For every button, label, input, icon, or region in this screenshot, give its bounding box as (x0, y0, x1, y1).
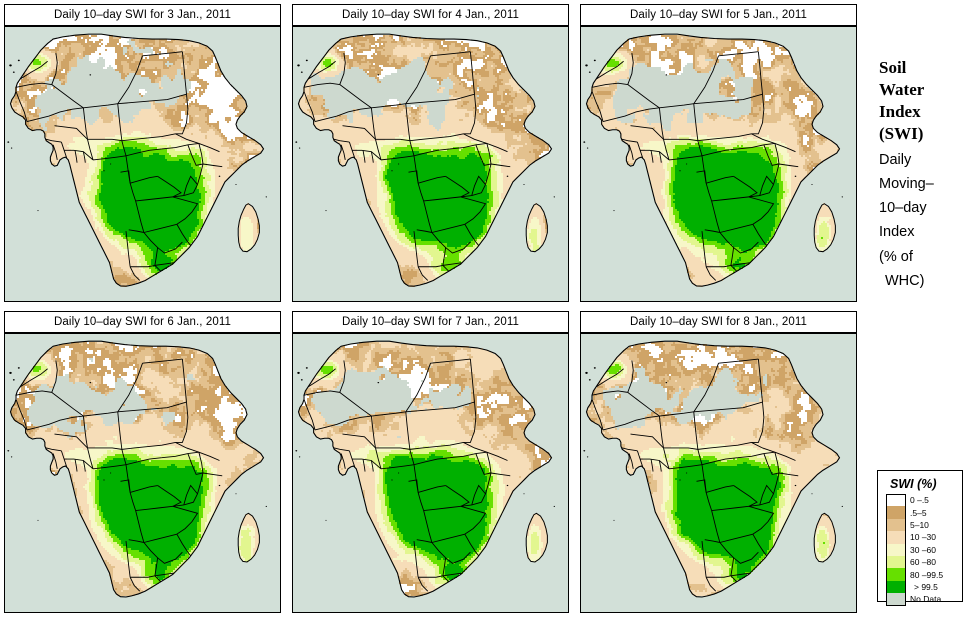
small-islands (583, 367, 843, 521)
panel-title-2: Daily 10–day SWI for 4 Jan., 2011 (292, 4, 569, 26)
legend-swatch (886, 543, 906, 556)
map-panel-2: Daily 10–day SWI for 4 Jan., 2011 (292, 4, 569, 302)
figure-subtitle: Daily Moving– 10–day Index (879, 148, 934, 244)
panel-title-1: Daily 10–day SWI for 3 Jan., 2011 (4, 4, 281, 26)
country-borders (303, 358, 511, 592)
legend-title: SWI (%) (890, 477, 937, 491)
legend-label: 30 –60 (910, 544, 936, 555)
map-canvas-5[interactable] (292, 333, 569, 613)
figure-title: Soil Water Index (SWI) (879, 57, 924, 145)
figure-title-line-2: Water (879, 80, 925, 99)
legend-swatch (886, 580, 906, 594)
figure-title-line-4: (SWI) (879, 124, 924, 143)
africa-map (581, 334, 856, 612)
map-canvas-3[interactable] (580, 26, 857, 302)
units-line-2: WHC) (885, 273, 925, 289)
legend-swatch (886, 568, 906, 581)
africa-coastline (585, 33, 841, 287)
map-panel-5: Daily 10–day SWI for 7 Jan., 2011 (292, 311, 569, 613)
figure-units: (% of WHC) (879, 245, 924, 293)
madagascar-coastline (525, 512, 548, 563)
small-islands (295, 367, 555, 521)
subtitle-line-3: 10–day (879, 200, 927, 216)
legend-row: 60 –80 (886, 555, 956, 569)
panel-title-3: Daily 10–day SWI for 5 Jan., 2011 (580, 4, 857, 26)
legend-label: No Data (910, 594, 942, 605)
panel-title-5: Daily 10–day SWI for 7 Jan., 2011 (292, 311, 569, 333)
legend-row: .5–5 (886, 506, 956, 519)
map-panel-6: Daily 10–day SWI for 8 Jan., 2011 (580, 311, 857, 613)
legend-swatch (886, 518, 906, 532)
swi-raster (11, 35, 263, 287)
legend-row: 30 –60 (886, 543, 956, 556)
africa-map (293, 27, 568, 301)
madagascar-coastline (813, 203, 836, 253)
legend-label: 10 –30 (910, 532, 936, 543)
country-borders (591, 51, 799, 281)
legend-label: > 99.5 (914, 581, 938, 592)
map-canvas-6[interactable] (580, 333, 857, 613)
map-canvas-4[interactable] (4, 333, 281, 613)
legend-swatch (886, 531, 906, 544)
legend-swatch (886, 555, 906, 569)
legend-label: 60 –80 (910, 557, 936, 568)
legend-label: 5–10 (910, 519, 929, 530)
legend-box: SWI (%) 0 –.5.5–5 5–10 10 –30 30 –60 60 –80 8… (877, 470, 963, 606)
legend-label: .5–5 (910, 507, 927, 518)
africa-map (5, 334, 280, 612)
panel-title-6: Daily 10–day SWI for 8 Jan., 2011 (580, 311, 857, 333)
legend-row: 10 –30 (886, 531, 956, 544)
legend-swatch (886, 494, 906, 507)
africa-coastline (297, 340, 553, 598)
subtitle-line-2: Moving– (879, 176, 934, 192)
africa-map (5, 27, 280, 301)
africa-coastline (585, 340, 841, 598)
legend-row: > 99.5 (886, 580, 956, 594)
madagascar-coastline (813, 512, 836, 563)
legend-row: 80 –99.5 (886, 568, 956, 581)
figure-title-line-3: Index (879, 102, 921, 121)
legend-swatch (886, 506, 906, 519)
legend-row: 5–10 (886, 518, 956, 532)
map-panel-4: Daily 10–day SWI for 6 Jan., 2011 (4, 311, 281, 613)
small-islands (7, 59, 267, 212)
subtitle-line-4: Index (879, 224, 915, 240)
legend-entries: 0 –.5.5–5 5–10 10 –30 30 –60 60 –80 80 –99.5 >… (886, 494, 956, 606)
country-borders (15, 51, 223, 281)
legend-label: 0 –.5 (910, 495, 929, 506)
legend-label: 80 –99.5 (910, 569, 944, 580)
figure-title-line-1: Soil (879, 58, 907, 77)
legend-row: No Data (886, 593, 956, 606)
country-borders (303, 51, 511, 281)
africa-map (581, 27, 856, 301)
small-islands (295, 59, 555, 212)
small-islands (7, 367, 267, 521)
africa-coastline (297, 33, 553, 287)
africa-coastline (9, 33, 265, 287)
africa-map (293, 334, 568, 612)
subtitle-line-1: Daily (879, 152, 912, 168)
map-canvas-2[interactable] (292, 26, 569, 302)
panel-title-4: Daily 10–day SWI for 6 Jan., 2011 (4, 311, 281, 333)
map-panel-3: Daily 10–day SWI for 5 Jan., 2011 (580, 4, 857, 302)
legend-row: 0 –.5 (886, 494, 956, 507)
units-line-1: (% of (879, 249, 913, 265)
map-canvas-1[interactable] (4, 26, 281, 302)
madagascar-coastline (525, 203, 548, 253)
legend-swatch (886, 593, 906, 606)
africa-coastline (9, 340, 265, 598)
madagascar-coastline (237, 512, 260, 563)
small-islands (583, 59, 843, 212)
map-panel-1: Daily 10–day SWI for 3 Jan., 2011 (4, 4, 281, 302)
madagascar-coastline (237, 203, 260, 253)
swi-raster (11, 342, 263, 596)
